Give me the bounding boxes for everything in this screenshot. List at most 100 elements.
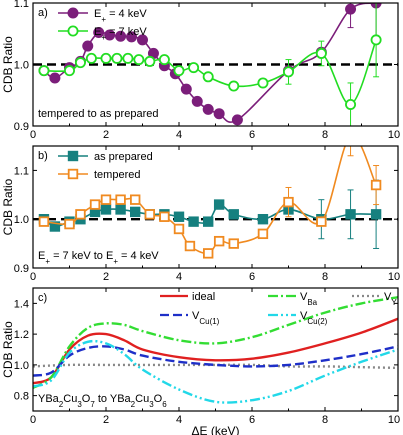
x-tick-label: 6 bbox=[249, 271, 255, 283]
series-0 bbox=[33, 317, 398, 385]
y-tick-label: 1.4 bbox=[14, 298, 29, 310]
x-tick-label: 6 bbox=[249, 129, 255, 141]
x-tick-label: 8 bbox=[322, 271, 328, 283]
data-point bbox=[67, 7, 79, 19]
data-point bbox=[173, 223, 185, 235]
series-line bbox=[33, 345, 398, 377]
data-point bbox=[115, 194, 126, 205]
x-tick-label: 0 bbox=[30, 129, 36, 141]
series-1 bbox=[33, 296, 398, 389]
data-point bbox=[129, 194, 141, 205]
x-tick-label: 0 bbox=[30, 414, 36, 426]
legend-label-sub: Cu(2) bbox=[307, 317, 327, 326]
y-tick-label: 0.8 bbox=[14, 391, 29, 403]
data-point bbox=[67, 168, 79, 180]
data-point bbox=[173, 211, 185, 222]
panel-annotation-part: E bbox=[38, 250, 45, 262]
data-point bbox=[115, 204, 126, 215]
panel-annotation-part: YBa bbox=[38, 393, 60, 405]
legend-label-sub: + bbox=[101, 15, 106, 24]
y-tick-label: 1.0 bbox=[14, 60, 29, 72]
x-tick-label: 6 bbox=[249, 414, 255, 426]
data-point bbox=[144, 209, 156, 220]
data-point bbox=[159, 211, 170, 222]
data-point bbox=[136, 34, 148, 46]
data-point bbox=[370, 34, 382, 46]
legend-label-part: = 7 keV bbox=[106, 26, 147, 38]
data-point bbox=[345, 3, 357, 15]
y-tick-label: 0.9 bbox=[14, 263, 29, 275]
legend-label-part: V bbox=[384, 291, 392, 303]
x-tick-label: 2 bbox=[103, 271, 109, 283]
data-point bbox=[257, 228, 269, 240]
data-point bbox=[85, 52, 97, 64]
data-point bbox=[75, 209, 86, 220]
data-point bbox=[202, 103, 214, 115]
panel-annotation-sub: 6 bbox=[162, 400, 167, 409]
x-tick-label: 2 bbox=[103, 129, 109, 141]
data-point bbox=[213, 199, 225, 210]
data-point bbox=[104, 29, 116, 41]
panel-annotation-part: Cu bbox=[63, 393, 77, 405]
data-point bbox=[228, 209, 239, 220]
data-point bbox=[67, 150, 79, 162]
data-point bbox=[144, 55, 156, 67]
plot-area bbox=[33, 296, 398, 404]
data-point bbox=[100, 204, 112, 215]
y-tick-label: 1.0 bbox=[14, 214, 29, 226]
legend: as prepared tempered bbox=[58, 150, 153, 181]
data-point bbox=[100, 52, 112, 64]
panel-annotation-part: = 4 keV bbox=[118, 250, 159, 262]
plot-area bbox=[33, 146, 398, 259]
legend-label: as prepared bbox=[94, 151, 153, 163]
legend-label-sub: + bbox=[101, 33, 106, 42]
panel-annotation-part: O bbox=[82, 393, 91, 405]
data-point bbox=[38, 65, 50, 77]
legend-label: E+ = 4 keV bbox=[94, 8, 147, 24]
panel-annotation-part: O bbox=[154, 393, 163, 405]
data-point bbox=[129, 206, 141, 218]
x-tick-label: 4 bbox=[176, 129, 182, 141]
data-point bbox=[74, 57, 86, 69]
series-line bbox=[33, 317, 398, 385]
data-point bbox=[49, 221, 61, 232]
x-tick-label: 4 bbox=[176, 271, 182, 283]
data-point bbox=[158, 54, 170, 66]
legend-label-part: = 4 keV bbox=[106, 8, 147, 20]
x-tick-label: 10 bbox=[388, 414, 400, 426]
legend-label: VBa bbox=[300, 291, 318, 307]
legend-label: E+ = 7 keV bbox=[94, 26, 147, 42]
y-tick-label: 0.9 bbox=[14, 121, 29, 133]
panel-annotation-sub: + bbox=[113, 257, 118, 266]
data-point bbox=[100, 194, 112, 205]
data-point bbox=[188, 216, 199, 227]
x-tick-label: 2 bbox=[103, 414, 109, 426]
panel-label: a) bbox=[38, 7, 48, 19]
panel-annotation: tempered to as prepared bbox=[38, 108, 158, 120]
y-axis-label: CDB Ratio bbox=[1, 36, 15, 93]
data-point bbox=[257, 77, 269, 89]
data-point bbox=[126, 31, 138, 43]
panel-label: c) bbox=[38, 292, 47, 304]
data-point bbox=[202, 248, 214, 259]
data-point bbox=[115, 30, 127, 42]
series-3 bbox=[33, 345, 398, 377]
series-line bbox=[33, 339, 398, 404]
panel-annotation-sub: 2 bbox=[59, 400, 64, 409]
data-point bbox=[122, 52, 134, 64]
legend-label-part: E bbox=[94, 8, 101, 20]
data-point bbox=[89, 199, 101, 210]
data-point bbox=[283, 196, 294, 208]
data-point bbox=[191, 95, 203, 107]
y-tick-label: 1.1 bbox=[14, 165, 29, 177]
data-point bbox=[315, 47, 327, 59]
x-tick-label: 0 bbox=[30, 271, 36, 283]
legend-label: VCu(1) bbox=[192, 310, 220, 326]
x-tick-label: 8 bbox=[322, 129, 328, 141]
data-point bbox=[370, 179, 382, 191]
data-point bbox=[64, 65, 76, 77]
data-point bbox=[173, 65, 185, 77]
